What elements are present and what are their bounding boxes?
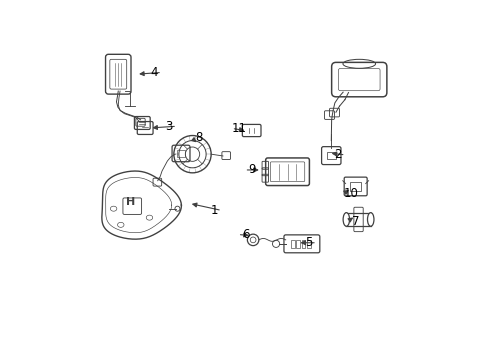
Bar: [349, 182, 361, 191]
Text: 5: 5: [305, 236, 312, 249]
Text: 6: 6: [242, 228, 249, 241]
Bar: [326, 152, 335, 159]
Text: H: H: [126, 197, 135, 207]
Text: 9: 9: [248, 163, 256, 176]
Bar: [296, 239, 300, 248]
Ellipse shape: [343, 213, 349, 226]
Bar: [290, 239, 294, 248]
Text: 10: 10: [343, 187, 358, 200]
Bar: [301, 239, 305, 248]
Bar: [306, 239, 310, 248]
Ellipse shape: [367, 213, 373, 226]
Text: 3: 3: [165, 120, 173, 133]
Text: 11: 11: [231, 122, 246, 135]
Text: 4: 4: [150, 66, 158, 79]
Bar: [176, 150, 185, 157]
Text: 2: 2: [333, 148, 341, 161]
Text: 7: 7: [351, 215, 359, 228]
Text: 1: 1: [210, 204, 217, 217]
Text: 8: 8: [195, 131, 202, 144]
